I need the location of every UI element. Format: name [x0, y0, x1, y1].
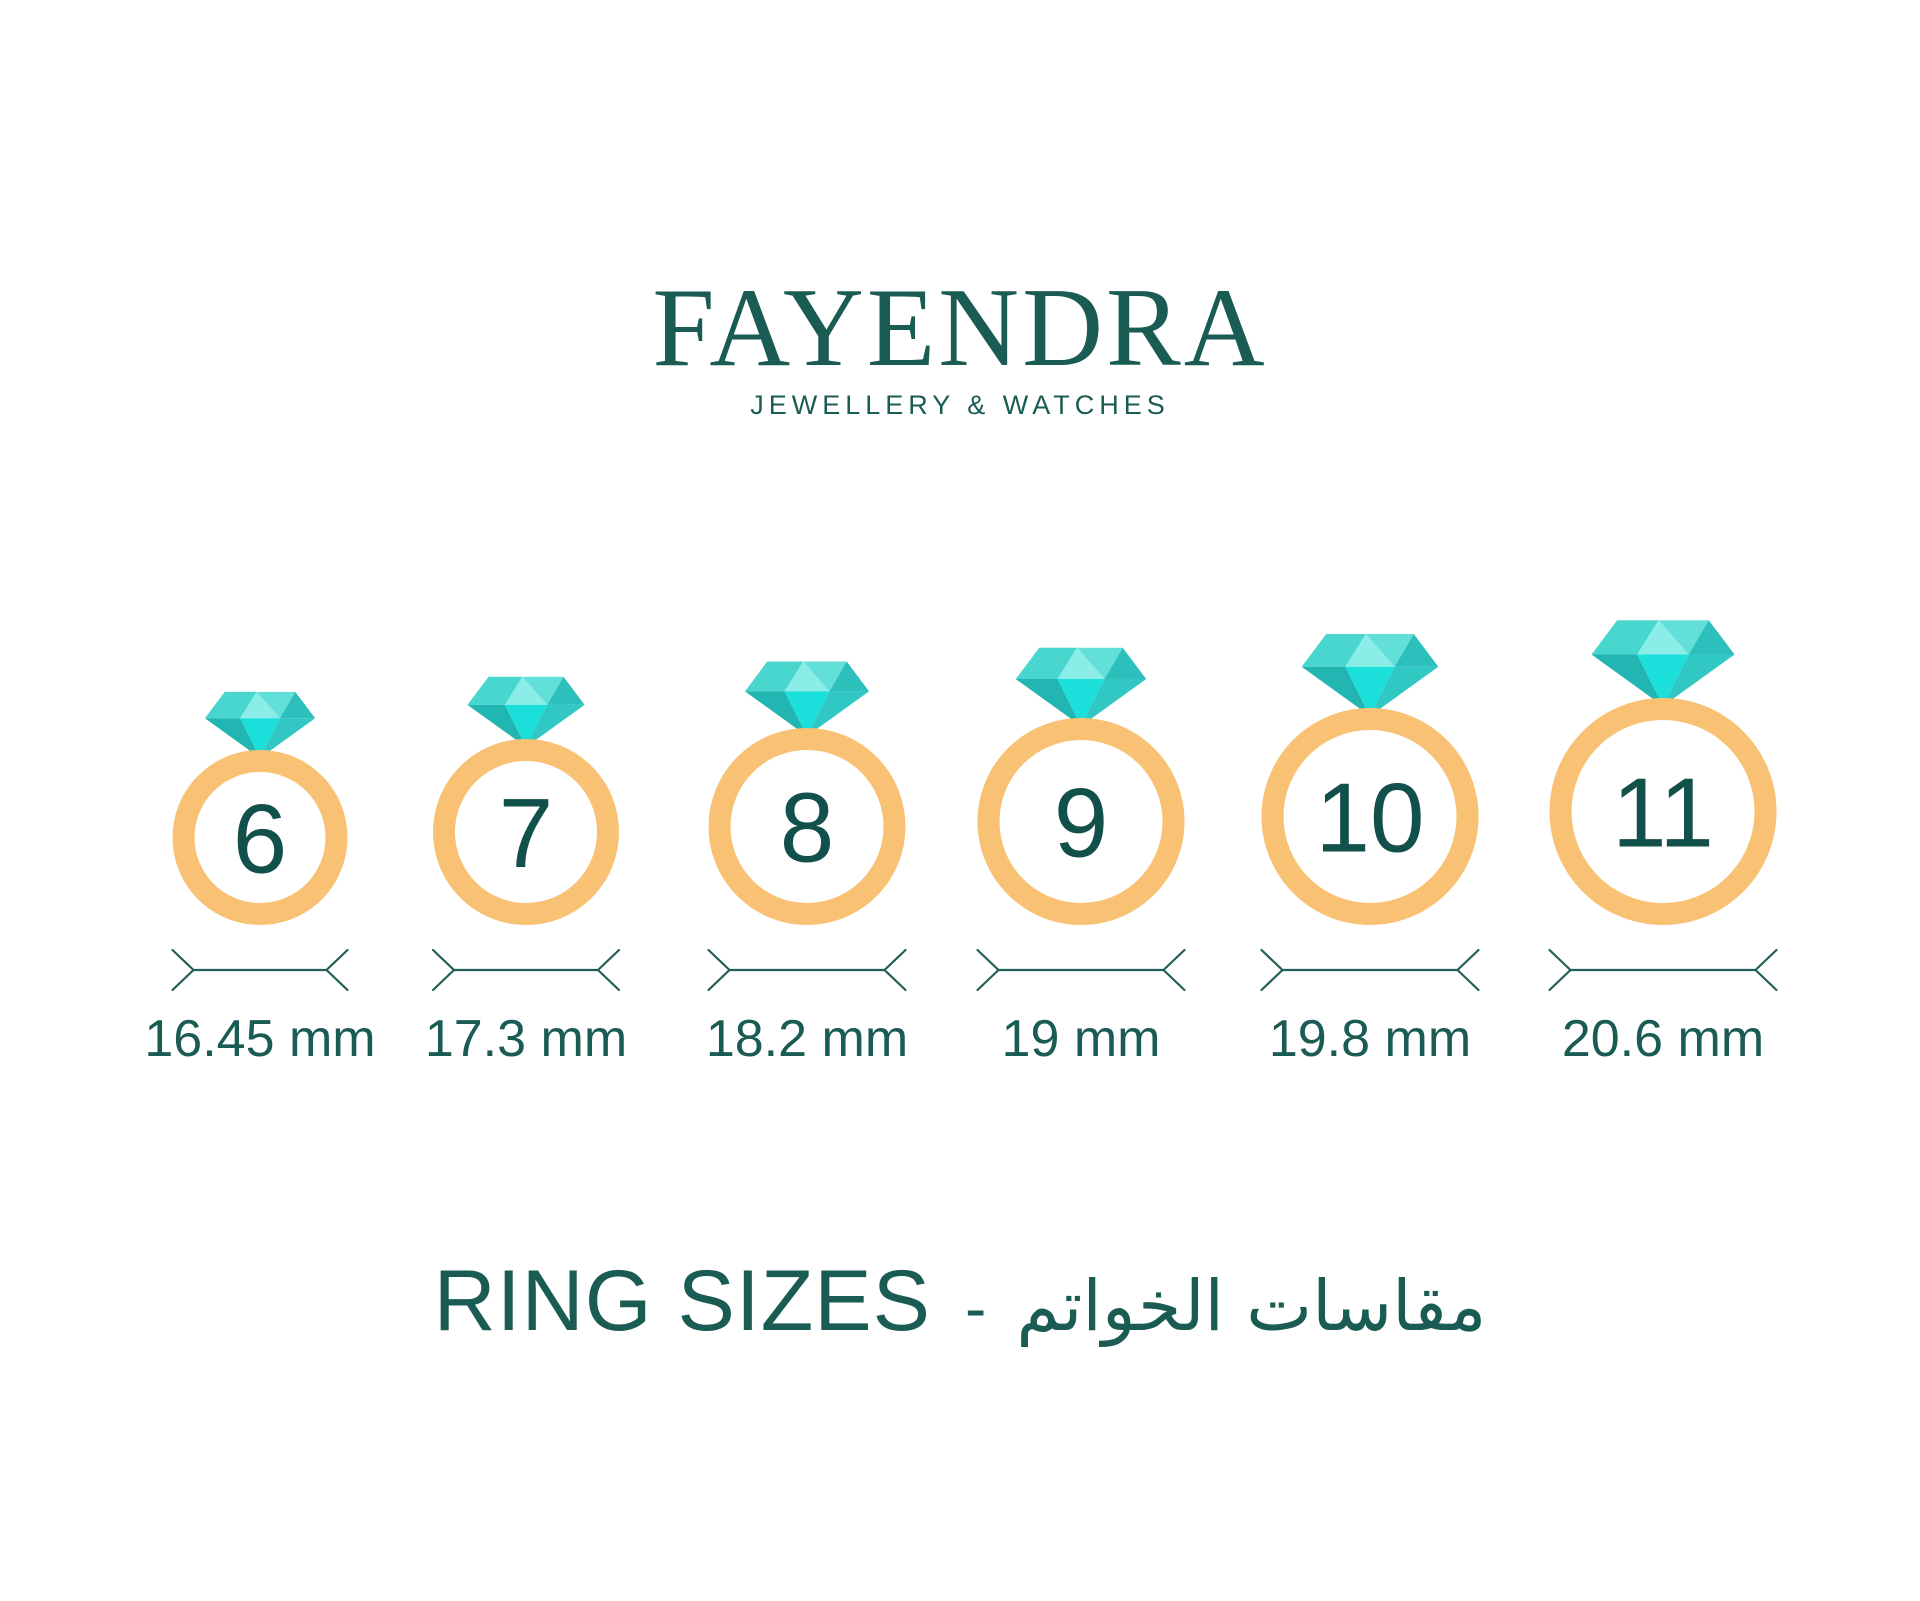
- dimension-line: [707, 948, 907, 992]
- title-english: RING SIZES: [433, 1253, 932, 1349]
- ring-7: 7 17.3 mm: [425, 676, 627, 1068]
- ring-size-number: 8: [780, 773, 835, 883]
- ring-size-number: 7: [499, 778, 554, 888]
- ring-11: 11 20.6 mm: [1548, 620, 1778, 1068]
- chart-title: RING SIZES - مقاسات الخواتم: [0, 1252, 1920, 1351]
- title-arabic: مقاسات الخواتم: [1016, 1265, 1487, 1347]
- diameter-label: 20.6 mm: [1562, 1010, 1764, 1068]
- dimension-line: [431, 948, 621, 992]
- dimension-line: [976, 948, 1186, 992]
- ring-size-number: 9: [1054, 768, 1109, 878]
- diameter-label: 17.3 mm: [425, 1010, 627, 1068]
- diamond-icon: [204, 691, 316, 758]
- brand-tagline: JEWELLERY & WATCHES: [750, 390, 1170, 420]
- ring-9: 9 19 mm: [976, 647, 1186, 1068]
- ring-band: [1261, 708, 1479, 925]
- dimension-line: [1260, 948, 1480, 992]
- brand-name: FAYENDRA: [652, 266, 1268, 390]
- title-separator: -: [965, 1272, 987, 1344]
- ring-band: [1549, 698, 1777, 925]
- dimension-line: [171, 948, 349, 992]
- diamond-icon: [744, 661, 870, 736]
- diameter-label: 18.2 mm: [706, 1010, 908, 1068]
- diameter-label: 19.8 mm: [1269, 1010, 1471, 1068]
- dimension-line: [1548, 948, 1778, 992]
- diameter-label: 16.45 mm: [144, 1010, 375, 1068]
- diamond-icon: [1015, 647, 1147, 726]
- ring-size-number: 11: [1612, 758, 1714, 868]
- ring-size-number: 10: [1315, 763, 1424, 873]
- ring-band: [708, 728, 906, 925]
- diamond-icon: [1591, 620, 1735, 706]
- ring-size-number: 6: [233, 784, 288, 894]
- ring-band: [172, 750, 348, 925]
- diameter-label: 19 mm: [1002, 1010, 1161, 1068]
- ring-10: 10 19.8 mm: [1260, 633, 1480, 1068]
- brand-logo: FAYENDRA JEWELLERY & WATCHES: [0, 266, 1920, 420]
- diamond-icon: [467, 676, 585, 747]
- ring-band: [977, 718, 1185, 925]
- diamond-icon: [1301, 633, 1439, 716]
- ring-6: 6 16.45 mm: [144, 691, 376, 1068]
- ring-band: [433, 739, 619, 925]
- ring-8: 8 18.2 mm: [706, 661, 908, 1068]
